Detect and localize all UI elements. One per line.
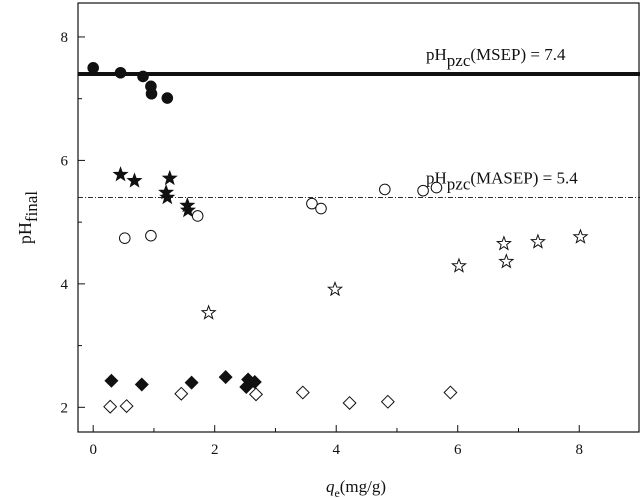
data-markers — [87, 62, 589, 414]
data-point-circle-open — [145, 229, 157, 242]
ref-label-tail: (MSEP) = 7.4 — [470, 45, 566, 64]
ref-label-main: pH — [426, 168, 447, 187]
ref-label-sub: pzc — [447, 51, 471, 70]
data-point-diamond-filled — [239, 379, 254, 394]
data-point-diamond-open — [443, 385, 458, 400]
y-tick-label: 4 — [61, 277, 69, 293]
data-point-diamond-open — [249, 387, 264, 402]
data-point-circle-filled — [161, 92, 174, 104]
data-point-circle-filled — [137, 70, 149, 83]
data-point-diamond-filled — [104, 373, 119, 388]
reference-line-label-2: pHpzc(MASEP) = 5.4 — [426, 168, 578, 193]
data-point-circle-filled — [114, 66, 127, 79]
data-point-star-filled — [158, 184, 175, 200]
y-tick-label: 8 — [61, 30, 69, 46]
x-axis-label: qe(mg/g) — [326, 477, 386, 498]
x-label-sub: e — [334, 486, 339, 498]
data-point-diamond-open — [103, 399, 118, 414]
plot-area-frame — [77, 2, 640, 433]
data-point-circle-open — [430, 181, 443, 194]
data-point-circle-open — [315, 202, 327, 215]
x-tick-label: 4 — [332, 442, 340, 458]
data-point-star-open — [200, 304, 217, 320]
axis-labels: qe(mg/g) pHfinal — [15, 191, 386, 498]
x-tick-label: 0 — [89, 442, 97, 458]
data-point-circle-open — [118, 232, 131, 244]
data-point-star-open — [529, 233, 546, 249]
data-point-circle-open — [417, 184, 429, 197]
data-point-circle-open — [379, 183, 391, 196]
x-tick-label: 6 — [454, 442, 462, 458]
data-point-diamond-filled — [184, 375, 199, 390]
data-point-star-filled — [161, 169, 178, 186]
data-point-star-filled — [112, 166, 129, 182]
data-point-circle-filled — [87, 62, 99, 74]
data-point-diamond-filled — [134, 377, 149, 392]
data-point-diamond-filled — [247, 374, 262, 390]
data-point-diamond-open — [342, 395, 357, 410]
y-tick-label: 2 — [61, 400, 69, 416]
data-point-diamond-filled — [241, 372, 256, 387]
y-axis-label: pHfinal — [15, 191, 41, 244]
axis-ticks: 0 2 4 6 8 2 4 6 8 — [61, 30, 583, 458]
data-point-star-open — [495, 235, 512, 251]
data-point-star-filled — [179, 201, 197, 218]
ref-label-main: pH — [426, 45, 447, 64]
ref-label-tail: (MASEP) = 5.4 — [470, 168, 578, 187]
data-point-star-open — [498, 253, 515, 269]
x-tick-label: 2 — [211, 442, 219, 458]
data-point-diamond-filled — [218, 370, 233, 385]
data-point-star-open — [326, 280, 344, 297]
data-point-star-open — [450, 257, 467, 273]
data-point-diamond-open — [295, 385, 310, 400]
x-label-unit: (mg/g) — [340, 477, 386, 496]
data-point-star-open — [572, 228, 589, 244]
data-point-diamond-open — [119, 399, 134, 414]
data-point-circle-open — [306, 197, 318, 210]
x-tick-label: 8 — [575, 442, 583, 458]
reference-line-label-1: pHpzc(MSEP) = 7.4 — [426, 45, 566, 70]
x-label-main: q — [326, 477, 335, 496]
data-point-circle-open — [191, 210, 204, 222]
data-point-diamond-open — [380, 394, 395, 409]
data-point-star-filled — [126, 172, 143, 188]
y-label-sub: final — [22, 191, 41, 222]
y-label-main: pH — [15, 222, 35, 244]
data-point-circle-filled — [145, 87, 158, 100]
data-point-diamond-open — [174, 386, 189, 401]
y-tick-label: 6 — [61, 153, 69, 169]
ref-label-sub: pzc — [447, 174, 471, 193]
